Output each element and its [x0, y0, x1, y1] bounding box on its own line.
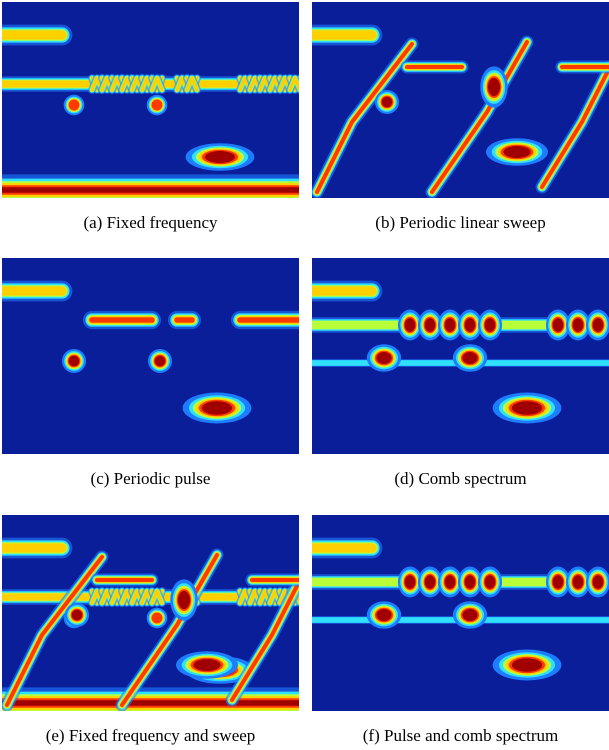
panel-caption: (a) Fixed frequency: [83, 213, 218, 232]
signal-blob: [201, 401, 233, 415]
signal-blob: [484, 575, 496, 589]
signal-trace: [185, 76, 199, 92]
signal-trace: [540, 65, 609, 189]
signal-blob: [424, 575, 436, 589]
signal-blob: [404, 575, 416, 589]
signal-blob: [572, 318, 584, 332]
signal-blob: [177, 590, 191, 610]
signal-blob: [381, 96, 393, 108]
signal-blob: [154, 355, 166, 367]
signal-blob: [376, 608, 392, 622]
signal-trace: [150, 589, 164, 605]
panel-caption: (b) Periodic linear sweep: [375, 213, 545, 232]
signal-blob: [151, 99, 163, 111]
signal-blob: [444, 318, 456, 332]
signal-trace: [315, 42, 414, 194]
signal-trace: [288, 76, 299, 92]
signal-blob: [464, 318, 476, 332]
signal-blob: [552, 575, 564, 589]
spectrogram-panel: [2, 2, 299, 198]
spectrogram-content: [2, 24, 299, 198]
signal-blob: [462, 351, 478, 365]
signal-trace: [5, 555, 104, 707]
signal-blob: [71, 609, 83, 621]
signal-blob: [193, 658, 221, 672]
signal-blob: [204, 150, 236, 164]
spectrogram-content: [312, 537, 609, 681]
spectrogram-panel: [312, 258, 609, 454]
panel-caption: (f) Pulse and comb spectrum: [363, 726, 558, 745]
signal-blob: [503, 145, 531, 159]
signal-blob: [68, 355, 80, 367]
panel-caption: (d) Comb spectrum: [394, 469, 526, 488]
signal-trace: [120, 553, 219, 707]
panel-caption: (c) Periodic pulse: [91, 469, 211, 488]
signal-blob: [511, 401, 543, 415]
signal-blob: [376, 351, 392, 365]
signal-blob: [484, 318, 496, 332]
signal-blob: [462, 608, 478, 622]
signal-blob: [464, 575, 476, 589]
signal-trace: [150, 76, 164, 92]
signal-blob: [592, 318, 604, 332]
signal-blob: [487, 77, 501, 97]
signal-blob: [511, 658, 543, 672]
signal-blob: [404, 318, 416, 332]
signal-blob: [552, 318, 564, 332]
spectrogram-content: [312, 280, 609, 424]
spectrogram-panel: [312, 515, 609, 711]
signal-blob: [68, 99, 80, 111]
signal-trace: [430, 40, 529, 194]
spectrogram-panel: [2, 258, 299, 454]
signal-blob: [424, 318, 436, 332]
spectrogram-panel: [312, 2, 609, 198]
spectrogram-content: [2, 537, 299, 711]
signal-blob: [151, 612, 163, 624]
spectrogram-content: [312, 24, 609, 198]
signal-trace: [230, 578, 299, 702]
signal-blob: [592, 575, 604, 589]
panel-caption: (e) Fixed frequency and sweep: [46, 726, 256, 745]
signal-blob: [572, 575, 584, 589]
spectrogram-content: [2, 280, 299, 424]
spectrogram-panel: [2, 515, 299, 711]
signal-blob: [444, 575, 456, 589]
